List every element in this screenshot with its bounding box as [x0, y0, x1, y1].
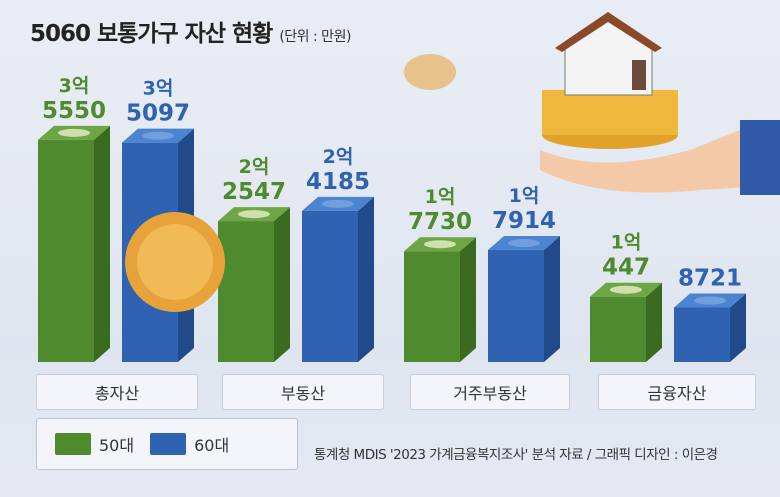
bar-top-marking [508, 239, 540, 248]
bar-top-marking [142, 131, 174, 140]
data-label: 7730 [408, 209, 472, 235]
hand-icon [540, 130, 780, 193]
data-label: 7914 [492, 208, 556, 234]
house-roof-icon [555, 12, 662, 52]
house-door-icon [632, 60, 646, 90]
bar-top-marking [424, 240, 456, 249]
blurred-coin-decoration [404, 54, 456, 90]
data-label-eok: 3억 [59, 75, 90, 97]
category-label: 부동산 [222, 374, 384, 410]
bar-front [38, 139, 94, 362]
data-label-eok: 2억 [239, 156, 270, 178]
bar-front [218, 221, 274, 362]
data-label: 8721 [678, 265, 742, 291]
bar-top-marking [610, 285, 642, 294]
bar-front [302, 210, 358, 362]
bar-side [730, 293, 746, 362]
bar-side [646, 282, 662, 362]
bar-side [460, 237, 476, 362]
bar-side [94, 125, 110, 362]
bar-side [358, 196, 374, 362]
legend-swatch-50 [55, 433, 91, 455]
bar-top-marking [694, 296, 726, 305]
bar-side [274, 207, 290, 362]
data-label-eok: 1억 [425, 186, 456, 208]
legend-swatch-60 [150, 433, 187, 455]
data-label-eok: 3억 [143, 78, 174, 100]
category-label: 총자산 [36, 374, 198, 410]
unit-label: (단위 : 만원) [279, 29, 351, 45]
bar-top-marking [238, 210, 270, 219]
data-label: 5097 [126, 101, 190, 127]
bar-front [590, 296, 646, 362]
data-label: 2547 [222, 179, 286, 205]
chart-title: 5060 보통가구 자산 현황 (단위 : 만원) [30, 14, 351, 48]
category-label: 금융자산 [598, 374, 756, 410]
data-label-eok: 1억 [611, 232, 642, 254]
bar-top-marking [322, 199, 354, 208]
coin-stack-body [542, 90, 678, 135]
legend-label: 60대 [194, 436, 230, 455]
bar-front [674, 307, 730, 362]
bar-front [404, 251, 460, 362]
legend-label: 50대 [99, 436, 135, 455]
sleeve-icon [740, 120, 780, 195]
legend-item-50: 50대 [55, 432, 134, 456]
source-note: 통계청 MDIS '2023 가계금융복지조사' 분석 자료 / 그래픽 디자인… [314, 447, 718, 463]
category-label: 거주부동산 [410, 374, 570, 410]
bar-front [488, 250, 544, 362]
title-text: 5060 보통가구 자산 현황 [30, 21, 273, 47]
legend-item-60: 60대 [150, 432, 229, 456]
coin-decoration-inner [137, 224, 213, 300]
data-label-eok: 2억 [323, 146, 354, 168]
data-label: 447 [602, 255, 650, 281]
bar-top-marking [58, 128, 90, 137]
bar-side [544, 236, 560, 362]
data-label-eok: 1억 [509, 185, 540, 207]
data-label: 5550 [42, 98, 106, 124]
data-label: 4185 [306, 169, 370, 195]
legend: 50대 60대 [36, 418, 298, 470]
